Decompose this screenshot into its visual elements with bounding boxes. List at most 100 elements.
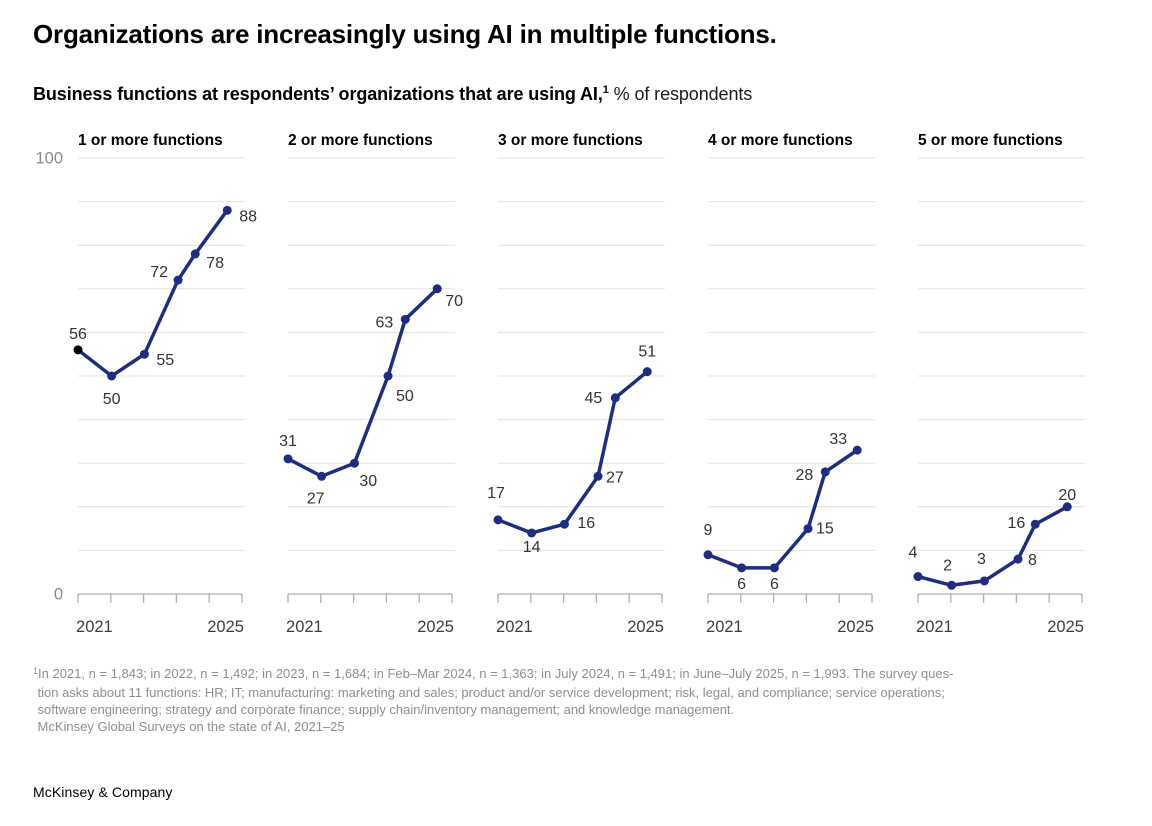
data-point bbox=[642, 367, 652, 377]
data-label: 9 bbox=[704, 522, 713, 539]
x-axis-label: 2025 bbox=[837, 618, 874, 636]
data-label: 50 bbox=[396, 388, 414, 405]
data-point bbox=[190, 249, 200, 259]
chart-panel-2: 2 or more functions 2021 2025 31 27 30 50 63 70 bbox=[279, 132, 463, 636]
data-label: 3 bbox=[977, 551, 986, 568]
data-label: 15 bbox=[816, 521, 834, 538]
footnote: 1In 2021, n = 1,843; in 2022, n = 1,492;… bbox=[33, 665, 1133, 735]
chart-panel-1: 1 or more functions 2021 2025 56 50 55 72 78 88 bbox=[69, 132, 257, 636]
panel-title: 3 or more functions bbox=[498, 132, 643, 149]
data-label: 88 bbox=[239, 208, 257, 225]
subtitle-bold-text: Business functions at respondents’ organ… bbox=[33, 84, 603, 104]
trend-line bbox=[706, 448, 859, 570]
data-point bbox=[737, 563, 747, 573]
data-label: 27 bbox=[307, 490, 325, 507]
data-label: 16 bbox=[1007, 515, 1025, 532]
data-point bbox=[107, 371, 117, 381]
x-axis-label: 2025 bbox=[627, 618, 664, 636]
data-point bbox=[947, 580, 957, 590]
data-point bbox=[527, 528, 537, 538]
subtitle-unit-text: % of respondents bbox=[608, 84, 753, 104]
data-label: 72 bbox=[150, 264, 168, 281]
data-point bbox=[73, 345, 83, 355]
x-axis-label: 2025 bbox=[417, 618, 454, 636]
data-point bbox=[1030, 519, 1040, 529]
data-label: 2 bbox=[943, 557, 952, 574]
data-label: 16 bbox=[577, 515, 595, 532]
data-point bbox=[769, 563, 779, 573]
exhibit-title: Organizations are increasingly using AI … bbox=[33, 19, 777, 49]
x-axis-label: 2025 bbox=[1047, 618, 1084, 636]
data-point bbox=[979, 576, 989, 586]
small-multiples-line-chart: 100 0 1 or more functions 2021 2025 56 50 55 72 7… bbox=[35, 132, 1085, 636]
panel-title: 4 or more functions bbox=[708, 132, 853, 149]
data-label: 6 bbox=[737, 576, 746, 593]
trend-line bbox=[76, 208, 229, 378]
trend-line bbox=[916, 505, 1069, 588]
trend-line bbox=[496, 369, 649, 535]
data-point bbox=[317, 471, 327, 481]
data-label: 63 bbox=[375, 314, 393, 331]
data-point bbox=[703, 550, 713, 560]
exhibit-subtitle: Business functions at respondents’ organ… bbox=[33, 84, 752, 105]
data-label: 17 bbox=[487, 485, 505, 502]
y-axis-label-min: 0 bbox=[54, 586, 63, 604]
chart-panel-3: 3 or more functions 2021 2025 17 14 16 27 45 51 bbox=[487, 132, 665, 636]
data-label: 8 bbox=[1028, 552, 1037, 569]
data-point bbox=[139, 349, 149, 359]
data-point bbox=[1013, 554, 1023, 564]
data-point bbox=[400, 314, 410, 324]
data-point bbox=[349, 458, 359, 468]
data-label: 27 bbox=[606, 469, 624, 486]
panel-title: 2 or more functions bbox=[288, 132, 433, 149]
panel-title: 5 or more functions bbox=[918, 132, 1063, 149]
data-point bbox=[852, 445, 862, 455]
data-label: 28 bbox=[795, 467, 813, 484]
data-label: 70 bbox=[445, 293, 463, 310]
x-axis-label: 2021 bbox=[706, 618, 743, 636]
data-label: 14 bbox=[523, 539, 541, 556]
footnote-line: 1In 2021, n = 1,843; in 2022, n = 1,492;… bbox=[33, 665, 1133, 684]
company-wordmark: McKinsey & Company bbox=[33, 784, 173, 800]
chart-panel-5: 5 or more functions 2021 2025 4 2 3 8 16 20 bbox=[909, 132, 1085, 636]
data-label: 51 bbox=[638, 344, 656, 361]
data-label: 4 bbox=[909, 545, 918, 562]
data-label: 33 bbox=[829, 431, 847, 448]
data-point bbox=[493, 515, 503, 525]
panel-title: 1 or more functions bbox=[78, 132, 223, 149]
data-point bbox=[610, 393, 620, 403]
y-axis-label-max: 100 bbox=[35, 150, 63, 168]
data-point bbox=[383, 371, 393, 381]
data-point bbox=[432, 284, 442, 294]
trend-line bbox=[286, 287, 439, 479]
data-point bbox=[820, 467, 830, 477]
data-label: 55 bbox=[156, 352, 174, 369]
footnote-superscript: 1 bbox=[33, 666, 39, 676]
data-point bbox=[803, 524, 813, 534]
data-label: 78 bbox=[206, 255, 224, 272]
data-label: 30 bbox=[359, 473, 377, 490]
data-point bbox=[593, 471, 603, 481]
data-point bbox=[1062, 502, 1072, 512]
data-label: 31 bbox=[279, 433, 297, 450]
footnote-line-text: In 2021, n = 1,843; in 2022, n = 1,492; … bbox=[38, 666, 954, 681]
footnote-line: tion asks about 11 functions: HR; IT; ma… bbox=[37, 685, 945, 700]
x-axis-label: 2021 bbox=[286, 618, 323, 636]
footnote-marker: 1 bbox=[602, 84, 609, 96]
data-label: 56 bbox=[69, 326, 87, 343]
data-label: 50 bbox=[103, 391, 121, 408]
data-label: 6 bbox=[770, 576, 779, 593]
footnote-line: software engineering; strategy and corpo… bbox=[37, 702, 735, 717]
data-point bbox=[559, 519, 569, 529]
data-point bbox=[283, 454, 293, 464]
data-label: 45 bbox=[584, 390, 602, 407]
data-point bbox=[173, 275, 183, 285]
x-axis-label: 2021 bbox=[916, 618, 953, 636]
x-axis-label: 2025 bbox=[207, 618, 244, 636]
x-axis-label: 2021 bbox=[496, 618, 533, 636]
data-point bbox=[913, 572, 923, 582]
data-point bbox=[222, 205, 232, 215]
footnote-line: McKinsey Global Surveys on the state of … bbox=[37, 719, 345, 734]
x-axis-label: 2021 bbox=[76, 618, 113, 636]
